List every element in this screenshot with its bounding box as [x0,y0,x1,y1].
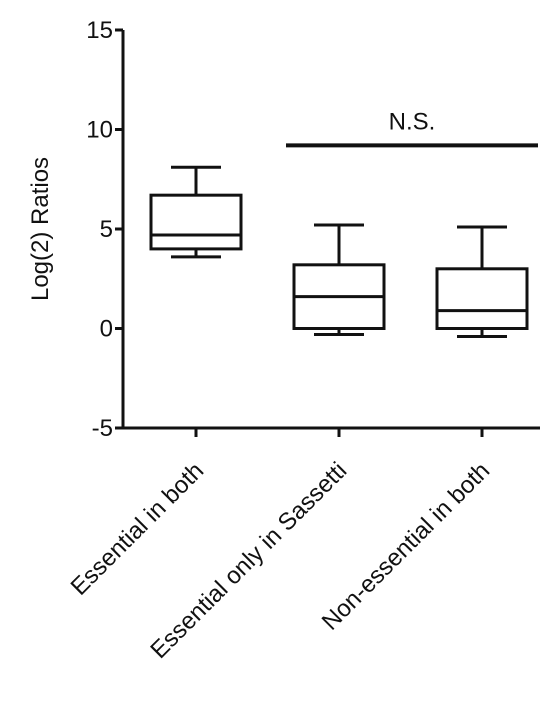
marks-layer [149,143,538,338]
significance-label: N.S. [389,108,436,135]
y-tick-label-4: 15 [86,17,113,44]
y-tick-label-0: -5 [92,415,113,442]
box-2-iqr [435,267,529,330]
y-axis-title: Log(2) Ratios [27,157,54,301]
y-tick-label-1: 0 [100,316,113,343]
labels-layer: -5 0 5 10 15 Log(2) Ratios N.S. Essential in bo… [27,17,495,664]
box-0-iqr [149,193,243,251]
y-tick-label-3: 10 [86,117,113,144]
axes-layer [115,28,540,437]
y-tick-label-2: 5 [100,216,113,243]
x-category-label-0: Essential in both [66,457,210,601]
